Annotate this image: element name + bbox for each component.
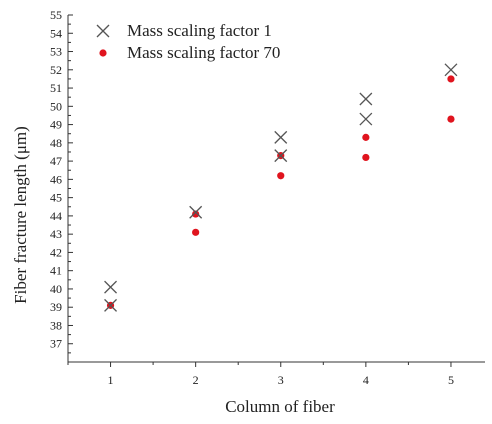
x-tick-label: 5 [448, 373, 454, 387]
point-mass-scaling-70 [192, 228, 200, 236]
x-marker-stroke [359, 112, 373, 126]
x-marker-stroke [444, 63, 458, 77]
x-tick-label: 3 [278, 373, 284, 387]
y-tick-label: 47 [50, 154, 62, 168]
y-tick-label: 46 [50, 172, 62, 186]
point-mass-scaling-70 [447, 115, 455, 123]
y-axis-title: Fiber fracture length (μm) [11, 126, 30, 304]
y-tick-label: 39 [50, 300, 62, 314]
legend-entry-label: Mass scaling factor 1 [127, 21, 272, 40]
y-tick-label: 44 [50, 209, 62, 223]
point-mass-scaling-1 [444, 63, 458, 77]
y-tick-label: 41 [50, 264, 62, 278]
legend-marker [99, 49, 107, 57]
point-mass-scaling-1 [104, 298, 118, 312]
x-marker-stroke [359, 92, 373, 106]
point-mass-scaling-1 [274, 149, 288, 163]
point-mass-scaling-1 [359, 112, 373, 126]
point-mass-scaling-70 [192, 210, 200, 218]
y-tick-label: 53 [50, 45, 62, 59]
x-tick-label: 1 [108, 373, 114, 387]
x-tick-label: 4 [363, 373, 369, 387]
y-tick-label: 52 [50, 63, 62, 77]
x-marker-stroke [274, 149, 288, 163]
axes [67, 15, 485, 363]
legend: Mass scaling factor 1 Mass scaling factor… [96, 21, 280, 62]
y-tick-label: 50 [50, 99, 62, 113]
point-mass-scaling-1 [104, 280, 118, 294]
legend-entry-label: Mass scaling factor 70 [127, 43, 280, 62]
point-mass-scaling-70 [362, 153, 370, 162]
y-tick-label: 48 [50, 136, 62, 150]
x-tick-label: 2 [193, 373, 199, 387]
x-marker-stroke [104, 280, 118, 294]
point-mass-scaling-70 [277, 172, 285, 180]
y-tick-label: 42 [50, 245, 62, 259]
x-marker-stroke [189, 205, 203, 219]
y-tick-label: 40 [50, 282, 62, 296]
y-tick-label: 55 [50, 8, 62, 22]
x-marker-stroke [96, 24, 110, 38]
y-tick-label: 54 [50, 26, 62, 40]
y-tick-label: 38 [50, 318, 62, 332]
point-mass-scaling-70 [447, 75, 455, 83]
y-tick-label: 51 [50, 81, 62, 95]
point-mass-scaling-1 [274, 130, 288, 144]
y-tick-label: 43 [50, 227, 62, 241]
x-marker-stroke [104, 298, 118, 312]
data-points [104, 63, 458, 312]
x-axis-title: Column of fiber [225, 397, 335, 416]
y-tick-label: 49 [50, 118, 62, 132]
y-tick-label: 45 [50, 191, 62, 205]
x-marker-stroke [274, 130, 288, 144]
point-mass-scaling-1 [359, 92, 373, 106]
point-mass-scaling-1 [189, 205, 203, 219]
legend-marker [96, 24, 110, 38]
y-tick-label: 37 [50, 337, 62, 351]
point-mass-scaling-70 [362, 133, 370, 141]
